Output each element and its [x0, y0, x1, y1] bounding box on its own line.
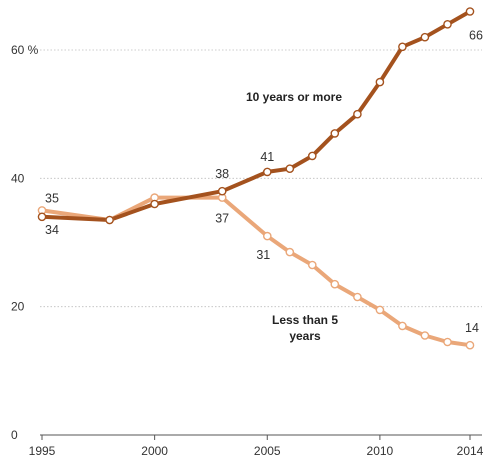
data-point [330, 129, 340, 138]
data-label: 66 [469, 29, 483, 43]
data-label: 14 [465, 321, 479, 335]
y-tick-label: 0 [11, 428, 18, 442]
y-tick-label: 40 [11, 171, 25, 185]
data-point [307, 260, 317, 270]
data-point [420, 331, 430, 340]
series-line-10-years-or-more [40, 9, 472, 222]
y-tick-label: 20 [11, 300, 25, 314]
data-point [217, 186, 227, 196]
data-point [398, 321, 407, 331]
series-label: years [289, 329, 321, 343]
data-point [262, 167, 272, 177]
data-label: 31 [256, 248, 270, 262]
data-point [285, 164, 295, 173]
data-label: 41 [260, 150, 274, 164]
y-tick-label: 60 % [11, 43, 39, 57]
series-label: Less than 5 [272, 313, 338, 327]
data-point [37, 212, 47, 222]
data-point [443, 337, 452, 347]
series-label: 10 years or more [246, 90, 342, 104]
data-point [307, 151, 317, 161]
axes: 0 20 40 60 % 1995 2000 2005 2010 2014 [11, 43, 484, 458]
data-point [375, 305, 385, 315]
data-point [398, 42, 407, 52]
data-point [285, 247, 295, 257]
series-lines [40, 9, 472, 348]
data-point [262, 231, 272, 241]
data-label: 37 [215, 212, 229, 226]
x-tick-label: 2010 [367, 444, 394, 458]
data-label: 38 [215, 167, 229, 181]
x-tick-label: 2005 [254, 444, 281, 458]
data-label: 34 [45, 223, 59, 237]
x-tick-label: 2014 [457, 444, 484, 458]
data-point [420, 32, 430, 42]
x-tick-label: 2000 [141, 444, 168, 458]
data-point [353, 109, 362, 119]
x-tick-label: 1995 [29, 444, 56, 458]
data-labels: 35 34 38 37 41 31 66 14 10 years or more Less tha… [45, 29, 483, 344]
data-point [465, 340, 475, 350]
data-point [330, 279, 340, 289]
data-points [37, 7, 475, 350]
data-point [375, 77, 385, 87]
data-point [465, 7, 475, 16]
grid-lines [40, 49, 482, 308]
data-point [443, 19, 452, 29]
data-point [353, 292, 362, 302]
data-point [150, 199, 159, 209]
data-point [105, 215, 114, 225]
data-label: 35 [45, 191, 59, 205]
